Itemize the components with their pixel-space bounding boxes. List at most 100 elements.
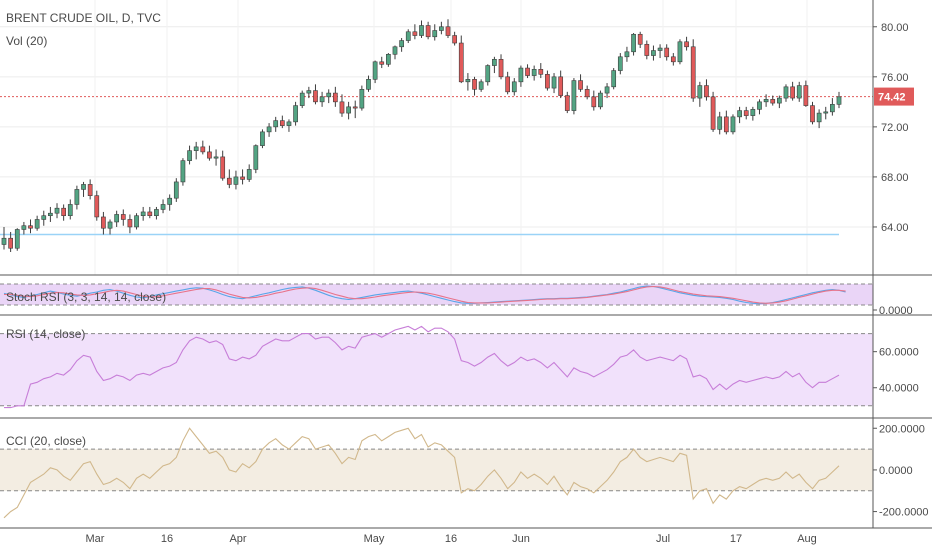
candle-up bbox=[392, 46, 398, 55]
candle-up bbox=[432, 30, 438, 38]
candle-up bbox=[836, 96, 842, 105]
indicator-series-line bbox=[4, 325, 840, 409]
candle-down bbox=[147, 211, 153, 217]
candle-up bbox=[173, 181, 179, 199]
candle-down bbox=[313, 90, 318, 103]
candle-up bbox=[465, 79, 471, 83]
candle-down bbox=[545, 74, 550, 89]
candle-down bbox=[770, 99, 776, 104]
indicator-tick-label: 40.0000 bbox=[879, 383, 919, 395]
stoch-rsi-chart[interactable]: 0.0000 bbox=[0, 275, 932, 317]
candle-down bbox=[558, 76, 564, 96]
candle-up bbox=[624, 51, 630, 58]
candle-down bbox=[803, 85, 809, 106]
candle-up bbox=[233, 176, 239, 185]
candle-down bbox=[332, 92, 338, 103]
x-tick-apr: Apr bbox=[229, 533, 247, 545]
candle-up bbox=[677, 41, 683, 63]
price-pane[interactable]: 80.00 76.00 72.00 68.00 64.00 74.42 BRENT CRU… bbox=[0, 0, 932, 276]
rsi-chart[interactable]: 60.0000 40.0000 bbox=[0, 315, 932, 419]
candle-down bbox=[61, 207, 66, 217]
candle-up bbox=[54, 207, 60, 214]
candle-up bbox=[399, 40, 404, 48]
candle-up bbox=[346, 106, 351, 114]
candle-up bbox=[598, 92, 603, 108]
candle-up bbox=[253, 145, 259, 170]
candle-down bbox=[723, 116, 729, 133]
candle-up bbox=[750, 109, 756, 116]
candle-up bbox=[114, 214, 120, 223]
candle-up bbox=[286, 121, 292, 126]
candle-down bbox=[28, 225, 33, 229]
candle-up bbox=[492, 59, 497, 66]
chart-title: BRENT CRUDE OIL, D, TVC bbox=[6, 11, 161, 25]
candle-down bbox=[458, 42, 464, 83]
candle-up bbox=[478, 81, 484, 90]
x-tick-16-may: 16 bbox=[444, 533, 458, 545]
candle-up bbox=[419, 25, 424, 36]
candle-down bbox=[525, 67, 530, 76]
candle-down bbox=[120, 214, 126, 220]
indicator-tick-label: 200.0000 bbox=[879, 423, 925, 435]
volume-label: Vol (20) bbox=[6, 34, 48, 48]
stoch-rsi-pane[interactable]: 0.0000 Stoch RSI (3, 3, 14, 14, close) bbox=[0, 275, 932, 317]
candle-up bbox=[34, 219, 40, 229]
price-chart[interactable]: 80.00 76.00 72.00 68.00 64.00 74.42 bbox=[0, 0, 932, 276]
candle-up bbox=[359, 89, 365, 109]
candle-up bbox=[260, 131, 265, 146]
candle-down bbox=[810, 105, 815, 123]
candle-down bbox=[564, 95, 570, 111]
candle-down bbox=[412, 31, 418, 36]
candle-down bbox=[445, 26, 451, 36]
candle-up bbox=[140, 211, 146, 217]
candle-down bbox=[743, 110, 749, 116]
indicator-tick-label: 60.0000 bbox=[879, 347, 919, 359]
candle-up bbox=[439, 26, 444, 31]
candle-up bbox=[1, 237, 7, 245]
rsi-pane[interactable]: 60.0000 40.0000 RSI (14, close) bbox=[0, 315, 932, 419]
x-tick-aug: Aug bbox=[797, 533, 817, 545]
candle-up bbox=[551, 76, 557, 89]
candle-up bbox=[293, 105, 298, 123]
candle-down bbox=[584, 89, 590, 98]
candle-up bbox=[571, 80, 577, 111]
candle-down bbox=[472, 79, 477, 90]
cci-pane[interactable]: 200.0000 0.0000 -200.0000 CCI (20, close) bbox=[0, 418, 932, 529]
candle-up bbox=[21, 225, 27, 230]
candle-up bbox=[816, 112, 822, 123]
candle-up bbox=[213, 156, 219, 159]
candle-up bbox=[180, 160, 186, 183]
candle-down bbox=[704, 85, 709, 98]
candle-up bbox=[193, 146, 199, 151]
candle-up bbox=[730, 116, 736, 133]
candle-down bbox=[279, 120, 285, 126]
candle-up bbox=[273, 120, 279, 128]
candle-up bbox=[405, 31, 411, 41]
candle-down bbox=[591, 96, 597, 108]
candle-up bbox=[67, 204, 73, 217]
candle-up bbox=[306, 90, 312, 94]
candle-up bbox=[737, 110, 742, 118]
x-tick-16-mar: 16 bbox=[160, 533, 174, 545]
last-price-badge bbox=[874, 87, 914, 106]
indicator-series-line bbox=[4, 285, 846, 304]
candle-up bbox=[611, 70, 617, 88]
candle-up bbox=[777, 97, 782, 104]
candle-up bbox=[617, 56, 623, 71]
cci-chart[interactable]: 200.0000 0.0000 -200.0000 bbox=[0, 418, 932, 529]
candle-up bbox=[657, 47, 663, 51]
indicator-band bbox=[0, 449, 873, 491]
candle-down bbox=[637, 33, 643, 45]
candle-up bbox=[81, 184, 86, 190]
candle-down bbox=[664, 47, 670, 58]
price-tick-label: 68.00 bbox=[881, 172, 909, 184]
candle-down bbox=[670, 56, 676, 63]
price-tick-label: 72.00 bbox=[881, 122, 909, 134]
candle-down bbox=[220, 156, 226, 179]
candle-down bbox=[226, 177, 232, 185]
candle-down bbox=[240, 176, 245, 180]
candle-down bbox=[452, 35, 457, 44]
candle-up bbox=[366, 79, 371, 90]
candle-up bbox=[326, 92, 332, 98]
candle-up bbox=[511, 81, 517, 93]
